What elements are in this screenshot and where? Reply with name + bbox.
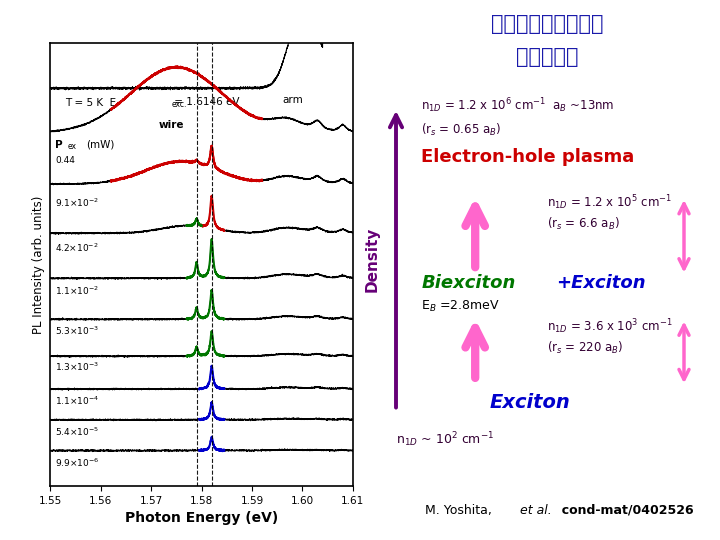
Text: 5.4×10$^{-5}$: 5.4×10$^{-5}$: [55, 426, 99, 437]
Text: Exciton: Exciton: [490, 393, 570, 412]
Text: 1.1×10$^{-2}$: 1.1×10$^{-2}$: [55, 285, 99, 298]
Text: et al.: et al.: [521, 504, 552, 517]
Text: = 1.6146 eV: = 1.6146 eV: [171, 97, 240, 107]
Text: 1.1×10$^{-4}$: 1.1×10$^{-4}$: [55, 395, 100, 407]
Text: P: P: [55, 140, 63, 150]
Text: 0.44: 0.44: [55, 156, 76, 165]
Text: 量子細線発光の励起: 量子細線発光の励起: [491, 14, 603, 35]
Text: (r$_s$ = 0.65 a$_B$): (r$_s$ = 0.65 a$_B$): [421, 122, 502, 138]
Text: T = 5 K  E: T = 5 K E: [66, 98, 117, 107]
Text: n$_{1D}$ ~ 10$^2$ cm$^{-1}$: n$_{1D}$ ~ 10$^2$ cm$^{-1}$: [396, 431, 494, 449]
Text: 4.2×10$^{-2}$: 4.2×10$^{-2}$: [55, 242, 99, 254]
Text: wire: wire: [158, 120, 184, 130]
Text: 強度依存性: 強度依存性: [516, 46, 578, 67]
Text: Density: Density: [365, 226, 380, 292]
Text: n$_{1D}$ = 3.6 x 10$^3$ cm$^{-1}$: n$_{1D}$ = 3.6 x 10$^3$ cm$^{-1}$: [547, 318, 673, 336]
Text: (mW): (mW): [86, 140, 114, 150]
Text: arm: arm: [282, 95, 302, 105]
Text: (r$_s$ = 220 a$_B$): (r$_s$ = 220 a$_B$): [547, 340, 624, 356]
Text: +Exciton: +Exciton: [557, 274, 646, 293]
Text: cond-mat/0402526: cond-mat/0402526: [553, 504, 693, 517]
Y-axis label: PL Intensity (arb. units): PL Intensity (arb. units): [32, 195, 45, 334]
Text: Biexciton: Biexciton: [421, 274, 516, 293]
Text: ex: ex: [68, 143, 77, 151]
Text: exc.: exc.: [171, 100, 186, 109]
Text: (r$_s$ = 6.6 a$_B$): (r$_s$ = 6.6 a$_B$): [547, 216, 620, 232]
Text: 9.1×10$^{-2}$: 9.1×10$^{-2}$: [55, 197, 99, 210]
Text: 1.3×10$^{-3}$: 1.3×10$^{-3}$: [55, 361, 99, 373]
Text: 9.9×10$^{-6}$: 9.9×10$^{-6}$: [55, 456, 100, 469]
X-axis label: Photon Energy (eV): Photon Energy (eV): [125, 511, 278, 525]
Text: E$_B$ =2.8meV: E$_B$ =2.8meV: [421, 299, 500, 314]
Text: M. Yoshita,: M. Yoshita,: [425, 504, 495, 517]
Text: n$_{1D}$ = 1.2 x 10$^6$ cm$^{-1}$  a$_B$ ~13nm: n$_{1D}$ = 1.2 x 10$^6$ cm$^{-1}$ a$_B$ …: [421, 96, 615, 114]
Text: n$_{1D}$ = 1.2 x 10$^5$ cm$^{-1}$: n$_{1D}$ = 1.2 x 10$^5$ cm$^{-1}$: [547, 193, 672, 212]
Text: 5.3×10$^{-3}$: 5.3×10$^{-3}$: [55, 325, 99, 337]
Text: Electron-hole plasma: Electron-hole plasma: [421, 147, 634, 166]
